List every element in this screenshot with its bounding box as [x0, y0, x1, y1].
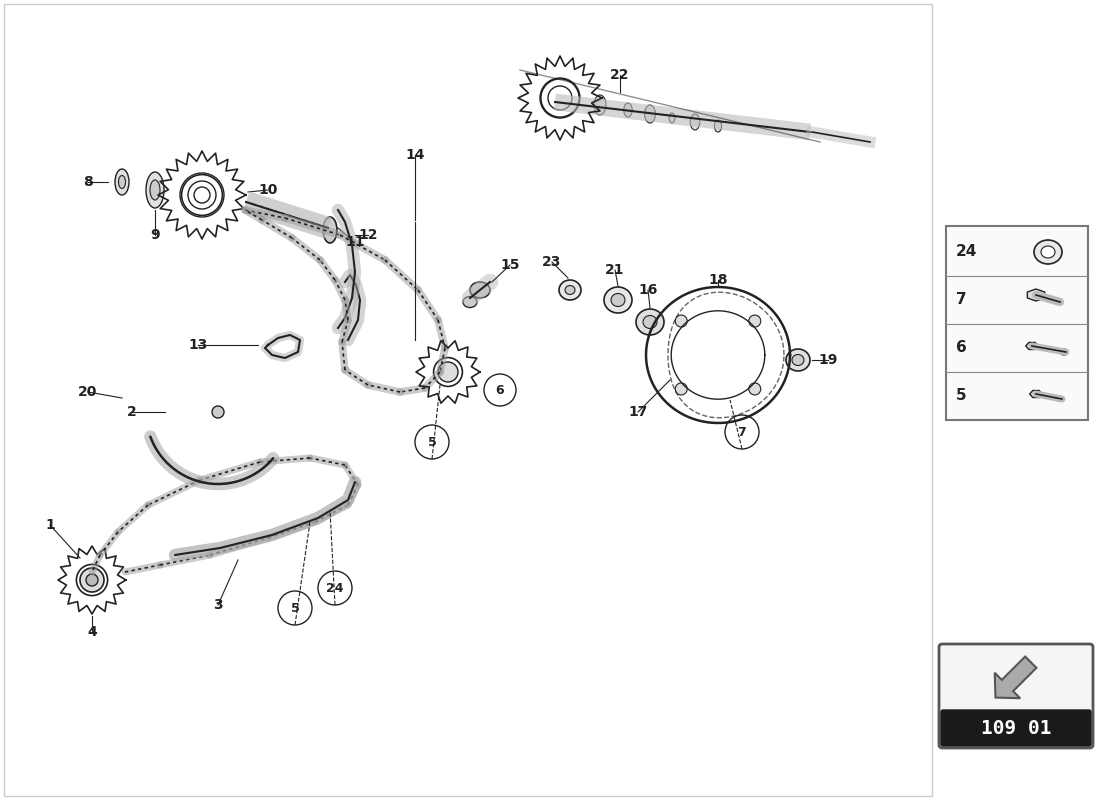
Text: 17: 17 [628, 405, 648, 419]
Text: 4: 4 [87, 625, 97, 639]
Circle shape [675, 315, 688, 327]
Text: 5: 5 [428, 435, 437, 449]
Ellipse shape [119, 175, 125, 189]
Polygon shape [1025, 342, 1038, 350]
Ellipse shape [470, 282, 490, 298]
Circle shape [86, 574, 98, 586]
Ellipse shape [786, 349, 810, 371]
Polygon shape [1027, 289, 1045, 301]
Ellipse shape [565, 286, 575, 294]
Text: 18: 18 [708, 273, 728, 287]
Text: 2: 2 [128, 405, 136, 419]
Circle shape [212, 406, 224, 418]
Text: 24: 24 [327, 582, 343, 594]
Text: 14: 14 [405, 148, 425, 162]
Circle shape [438, 362, 458, 382]
Text: 7: 7 [738, 426, 747, 438]
Circle shape [484, 374, 516, 406]
Ellipse shape [1060, 349, 1068, 355]
Circle shape [725, 415, 759, 449]
Ellipse shape [669, 113, 675, 123]
Ellipse shape [1056, 397, 1064, 402]
Circle shape [278, 591, 312, 625]
FancyBboxPatch shape [946, 226, 1088, 420]
Text: 20: 20 [78, 385, 98, 399]
Ellipse shape [644, 315, 657, 329]
Text: 11: 11 [345, 235, 365, 249]
Text: 9: 9 [151, 228, 160, 242]
Ellipse shape [636, 309, 664, 335]
Ellipse shape [624, 103, 632, 117]
Text: 6: 6 [496, 383, 504, 397]
Ellipse shape [559, 280, 581, 300]
Polygon shape [994, 657, 1036, 698]
Ellipse shape [116, 169, 129, 195]
Text: 8: 8 [84, 175, 92, 189]
Text: 5: 5 [956, 389, 967, 403]
Text: 13: 13 [188, 338, 208, 352]
Ellipse shape [645, 105, 656, 123]
Circle shape [80, 568, 104, 592]
Text: 16: 16 [638, 283, 658, 297]
Text: 15: 15 [500, 258, 519, 272]
FancyBboxPatch shape [940, 710, 1091, 746]
Text: 1: 1 [45, 518, 55, 532]
Text: 10: 10 [258, 183, 277, 197]
Ellipse shape [323, 217, 337, 243]
FancyBboxPatch shape [939, 644, 1093, 748]
Text: 6: 6 [956, 341, 967, 355]
Circle shape [675, 383, 688, 395]
Ellipse shape [610, 294, 625, 306]
Text: 7: 7 [956, 293, 967, 307]
Text: 5: 5 [290, 602, 299, 614]
Circle shape [749, 383, 761, 395]
Circle shape [318, 571, 352, 605]
Text: 109 01: 109 01 [981, 718, 1052, 738]
Ellipse shape [792, 354, 804, 366]
Ellipse shape [604, 287, 632, 313]
Text: 19: 19 [818, 353, 838, 367]
Ellipse shape [714, 120, 722, 132]
Text: 3: 3 [213, 598, 223, 612]
Ellipse shape [1034, 240, 1062, 264]
Text: 23: 23 [542, 255, 562, 269]
Ellipse shape [463, 297, 477, 307]
Text: 22: 22 [610, 68, 629, 82]
Text: 12: 12 [359, 228, 377, 242]
Ellipse shape [146, 172, 164, 208]
Ellipse shape [150, 180, 160, 200]
Polygon shape [1030, 390, 1043, 398]
Circle shape [415, 425, 449, 459]
Ellipse shape [690, 114, 700, 130]
Ellipse shape [1041, 246, 1055, 258]
Text: 24: 24 [956, 245, 978, 259]
Text: 21: 21 [605, 263, 625, 277]
Circle shape [749, 315, 761, 327]
Ellipse shape [594, 95, 606, 115]
